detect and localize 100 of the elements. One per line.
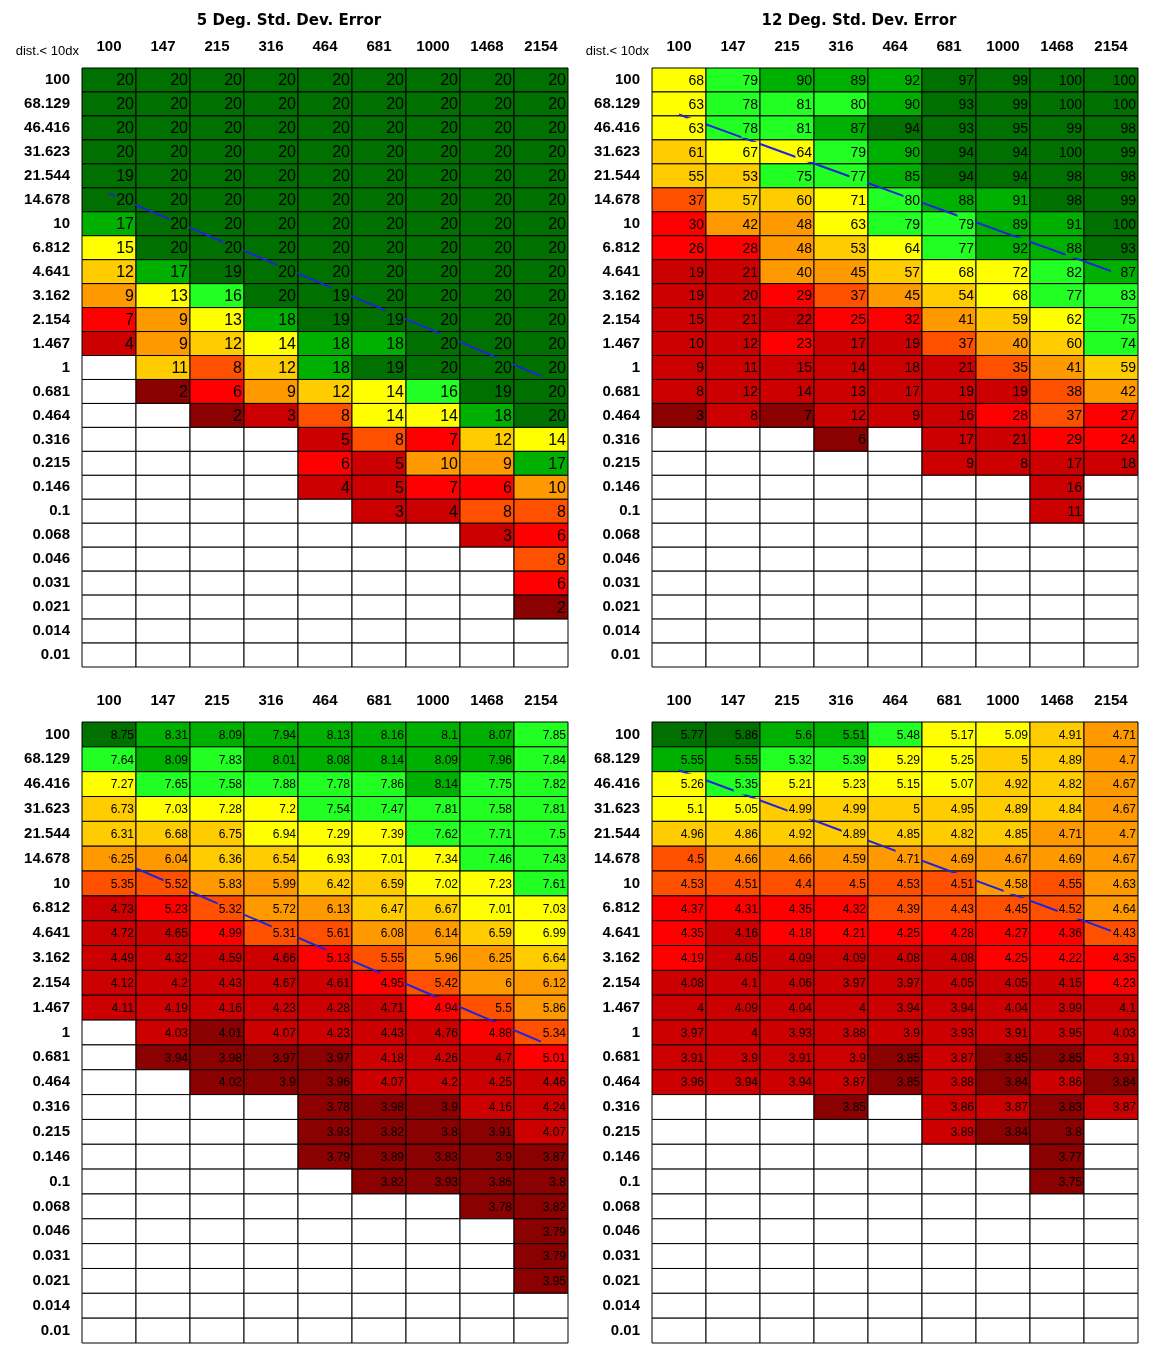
data-label: 19 [116,167,135,185]
data-label: 6.12 [542,976,567,991]
data-label: 20 [440,95,459,113]
data-label: 3.91 [788,1050,813,1065]
data-label: 100 [1058,95,1083,112]
data-label: 94 [958,167,975,184]
data-label: 82 [1066,263,1083,280]
data-label: 20 [116,143,135,161]
y-tick-label: 31.623 [594,142,640,159]
data-label: 3.9 [495,1150,513,1165]
y-tick-label: 0.316 [32,1097,70,1115]
y-tick-label: 1.467 [32,997,70,1015]
x-tick-label: 464 [882,37,909,55]
data-label: 3.88 [950,1075,975,1090]
data-label: 20 [494,191,513,209]
y-tick-label: 0.316 [602,1097,640,1115]
data-label: 4.49 [110,951,135,966]
data-label: 75 [796,167,813,184]
data-label: 4.85 [896,827,921,842]
data-label: 20 [494,119,513,137]
data-label: 4.7 [1119,752,1137,767]
data-label: 8.08 [326,752,351,767]
data-label: 3.8 [1065,1125,1083,1140]
data-label: 3.89 [950,1125,975,1140]
data-label: 6.04 [164,851,189,866]
y-tick-label: 0.1 [49,1171,70,1189]
data-label: 5.61 [326,926,351,941]
y-tick-label: 100 [44,724,70,742]
data-label: 4.59 [218,951,243,966]
y-tick-label: 0.014 [32,1295,71,1313]
y-tick-label: 0.031 [602,1246,640,1264]
data-label: 6.73 [110,802,135,817]
data-label: 3 [287,406,297,424]
data-label: 9 [287,382,297,400]
data-label: 14 [386,382,405,400]
data-label: 4.67 [1112,851,1137,866]
data-label: 21 [742,263,759,280]
data-label: 3.84 [1112,1075,1137,1090]
data-label: 7.03 [164,802,189,817]
y-tick-label: 0.01 [40,1320,70,1338]
data-label: 5.32 [788,752,813,767]
y-tick-label: 0.215 [32,1122,70,1139]
data-label: 6.68 [164,827,189,842]
data-label: 77 [1066,287,1083,304]
data-label: 80 [904,191,921,208]
data-label: 20 [224,119,243,137]
y-tick-label: 46.416 [594,118,640,136]
data-label: 7.65 [164,777,189,792]
data-label: 53 [850,239,867,256]
data-label: 7.83 [218,752,243,767]
data-label: 20 [170,191,189,209]
data-label: 5.51 [842,727,867,742]
data-label: 20 [548,143,567,161]
data-label: 21 [742,311,759,328]
data-label: 4.25 [896,926,921,941]
data-label: 8.31 [164,727,189,742]
data-label: 4.21 [842,926,867,941]
data-label: 12 [224,334,243,352]
data-label: 4.28 [950,926,975,941]
data-label: 19 [958,383,975,400]
data-label: 93 [958,119,975,136]
data-label: 7.02 [434,876,459,891]
data-label: 20 [548,191,567,209]
data-label: 23 [796,335,813,352]
y-tick-label: 100 [614,70,640,88]
y-tick-label: 100 [44,70,70,88]
data-label: 80 [850,95,867,112]
data-label: 4.92 [788,827,813,842]
y-tick-label: 46.416 [24,774,70,792]
data-label: 20 [494,334,513,352]
data-label: 20 [494,287,513,305]
data-label: 21 [1012,431,1029,448]
data-label: 20 [278,119,297,137]
data-label: 4.03 [164,1025,189,1040]
data-label: 20 [332,143,351,161]
data-label: 98 [1120,119,1137,136]
data-label: 4.26 [434,1050,459,1065]
data-label: 6.25 [488,951,513,966]
data-label: 37 [958,335,975,352]
data-label: 63 [688,119,705,136]
data-label: 78 [742,119,759,136]
data-label: 92 [904,71,921,88]
data-label: 10 [440,454,459,472]
data-label: 20 [332,263,351,281]
data-label: 4.67 [1004,851,1029,866]
data-label: 3.84 [1004,1075,1029,1090]
data-label: 3.79 [542,1224,567,1239]
data-label: 20 [116,71,135,89]
data-label: 5.86 [734,727,759,742]
y-tick-label: 21.544 [594,823,641,841]
y-tick-label: 6.812 [602,898,640,916]
data-label: 20 [494,358,513,376]
data-label: 4.46 [542,1075,567,1090]
data-label: 5.52 [164,876,189,891]
y-axis-title: dist.< 10dx [15,42,80,58]
data-label: 3.98 [380,1100,405,1115]
x-tick-label: 147 [150,37,176,55]
chart-title: 5 Deg. Std. Dev. Error [196,10,382,29]
data-label: 20 [440,191,459,209]
data-label: 14 [548,430,567,448]
